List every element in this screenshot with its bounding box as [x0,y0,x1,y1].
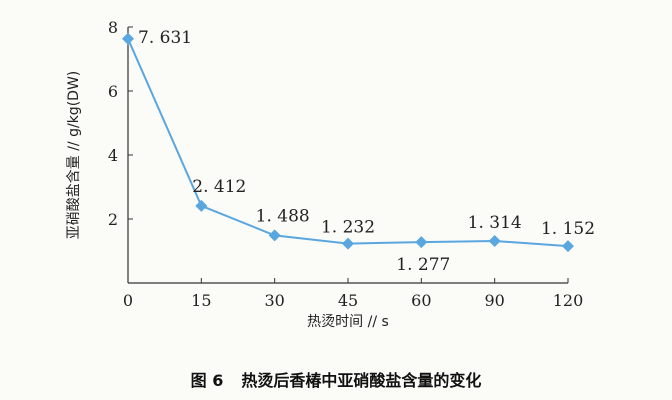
data-point-marker [488,234,501,247]
x-tick-label: 90 [484,291,504,310]
figure-caption: 图 6 热烫后香椿中亚硝酸盐含量的变化 [0,367,672,391]
data-point-marker [562,240,574,253]
y-tick-label: 8 [108,18,118,37]
data-label: 2. 412 [192,177,246,197]
x-tick-label: 120 [553,291,584,310]
data-point-marker [268,229,281,242]
y-tick-label: 6 [108,82,118,101]
data-point-marker [122,32,134,45]
data-label: 1. 232 [321,218,375,238]
caption-text: 热烫后香椿中亚硝酸盐含量的变化 [241,371,482,390]
data-label: 1. 152 [541,219,595,239]
y-tick-label: 2 [108,210,118,229]
figure-number: 图 6 [190,371,224,390]
x-tick-label: 60 [411,291,431,310]
x-axis-title: 热烫时间 // s [307,314,389,330]
y-axis-title: 亚硝酸盐含量 // g/kg(DW) [66,71,82,239]
data-point-marker [195,199,208,212]
data-label: 7. 631 [138,28,192,48]
x-tick-label: 0 [123,291,133,310]
data-point-marker [342,237,354,250]
x-tick-label: 30 [264,291,284,310]
x-tick-label: 15 [191,291,211,310]
line-chart: 2 4 6 8 0 15 30 45 60 90 120 热烫时间 // s 亚硝酸盐含量 // g/k… [66,18,595,330]
data-label: 1. 277 [396,255,450,275]
y-tick-label: 4 [108,146,118,165]
data-label: 1. 314 [468,213,522,233]
data-label: 1. 488 [256,206,310,226]
x-tick-label: 45 [338,291,358,310]
data-point-marker [415,236,428,249]
